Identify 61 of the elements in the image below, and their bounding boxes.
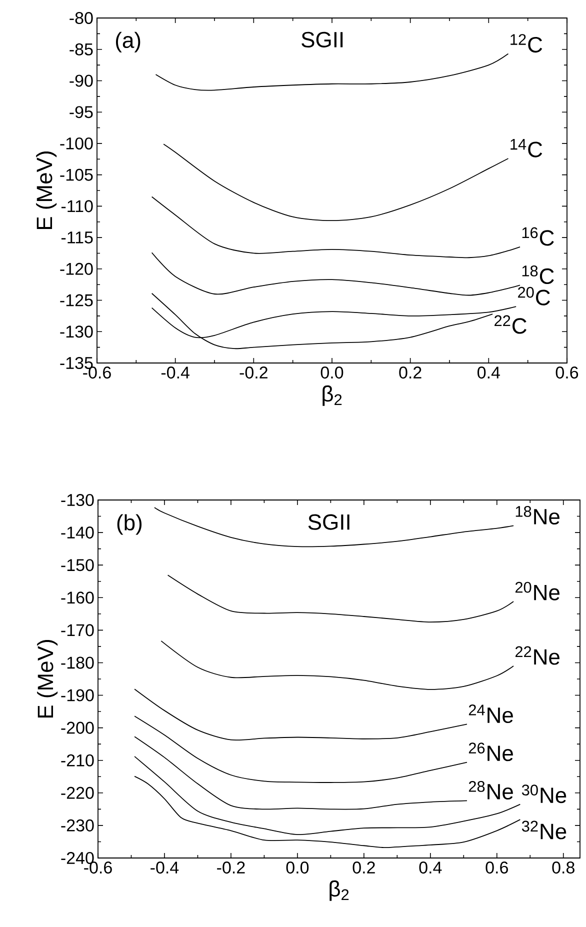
x-tick-label: 0.4 xyxy=(419,862,442,874)
legend-label: $^{32}$Ne xyxy=(522,820,566,840)
legend-label: $^{12}$C xyxy=(510,34,542,53)
y-tick-label: -130 xyxy=(60,326,93,338)
y-tick-label: -115 xyxy=(61,232,93,244)
y-axis-title: E (MeV) xyxy=(37,640,58,718)
series-label: $^{26}$Ne xyxy=(468,742,513,762)
y-tick-label: -140 xyxy=(61,526,94,539)
legend-label: $^{14}$C xyxy=(510,138,542,158)
y-tick-label: -80 xyxy=(70,12,93,24)
x-tick-label: 0.8 xyxy=(552,862,574,874)
series-label: $^{24}$Ne xyxy=(468,704,513,724)
y-tick-label: -240 xyxy=(61,852,94,864)
x-tick-label: -0.6 xyxy=(84,862,112,874)
x-tick-label: 0.2 xyxy=(352,862,375,874)
x-axis-title: β$_{2}$ xyxy=(330,880,349,901)
legend-label: $^{20}$C xyxy=(518,286,550,306)
y-tick-label: -200 xyxy=(61,722,94,734)
y-tick-label: -180 xyxy=(61,656,94,669)
annotation: (b) xyxy=(117,514,142,535)
y-tick-label: -125 xyxy=(60,294,93,306)
y-tick-label: -85 xyxy=(70,43,93,56)
y-tick-label: -105 xyxy=(60,168,93,181)
annotation: (a) xyxy=(116,32,140,52)
y-tick-label: -220 xyxy=(61,786,94,799)
y-axis-title: E (MeV) xyxy=(36,152,57,230)
y-tick-label: -160 xyxy=(61,592,94,604)
y-tick-label: -210 xyxy=(61,754,94,766)
legend-label: $^{22}$Ne xyxy=(515,646,560,665)
y-tick-label: -120 xyxy=(60,262,93,275)
x-tick-label: -0.2 xyxy=(240,366,268,379)
x-tick-label: 0.0 xyxy=(320,366,344,379)
y-tick-label: -190 xyxy=(61,689,94,702)
legend-label: $^{18}$C xyxy=(522,266,554,284)
chart-title: SGII xyxy=(302,32,343,48)
y-tick-label: -170 xyxy=(61,624,94,636)
y-tick-label: -100 xyxy=(60,137,93,150)
y-tick-label: -150 xyxy=(61,559,94,572)
y-tick-label: -90 xyxy=(70,74,93,87)
series-label: $^{28}$Ne xyxy=(468,781,513,800)
x-tick-label: 0.6 xyxy=(556,366,578,379)
legend-label: $^{30}$Ne xyxy=(522,784,566,804)
x-tick-label: -0.4 xyxy=(150,862,179,874)
x-tick-label: 0.2 xyxy=(399,366,422,379)
x-tick-label: -0.2 xyxy=(217,862,245,874)
x-tick-label: 0.0 xyxy=(286,862,309,874)
legend-label: $^{22}$C xyxy=(494,315,526,334)
text: SGII xyxy=(308,514,350,530)
x-tick-label: -0.4 xyxy=(161,366,190,379)
x-tick-label: 0.4 xyxy=(478,366,500,379)
x-axis-title: β$_{2}$ xyxy=(322,385,342,406)
legend-label: $^{20}$Ne xyxy=(515,582,560,600)
y-tick-label: -130 xyxy=(61,494,94,506)
y-tick-label: -135 xyxy=(60,356,93,370)
y-tick-label: -230 xyxy=(61,819,94,832)
x-tick-label: 0.6 xyxy=(486,862,508,874)
y-tick-label: -110 xyxy=(61,200,93,212)
y-tick-label: -95 xyxy=(70,106,93,118)
x-tick-label: -0.6 xyxy=(83,366,111,379)
legend-label: $^{18}$Ne xyxy=(516,506,560,525)
legend-label: $^{16}$C xyxy=(522,227,554,246)
